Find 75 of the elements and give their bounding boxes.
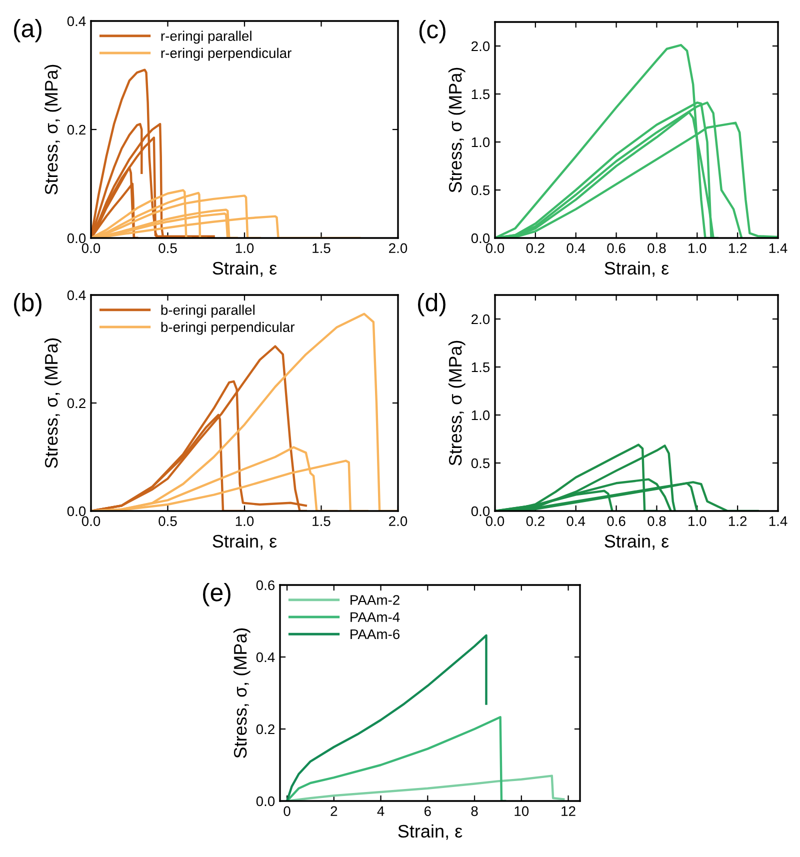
- chart-title: (a): [14, 19, 42, 42]
- y-tick-label: 0.4: [67, 16, 86, 26]
- y-tick-label: 0.0: [67, 233, 86, 244]
- x-tick-label: 1.0: [688, 516, 706, 526]
- legend-label: b-eringi perpendicular: [161, 322, 295, 335]
- y-tick-label: 1.5: [472, 362, 490, 372]
- x-axis-title: Strain, ε: [604, 534, 669, 550]
- x-tick-label: 0.4: [566, 243, 586, 254]
- x-tick-label: 8: [471, 806, 478, 816]
- x-tick-label: 0: [284, 806, 290, 816]
- x-tick-label: 1.2: [728, 516, 747, 526]
- x-axis-title: Strain, ε: [604, 261, 669, 277]
- x-tick-label: 0.2: [526, 516, 544, 526]
- y-axis-title: Stress, σ, (MPa): [44, 64, 62, 194]
- y-tick-label: 1.5: [472, 89, 490, 100]
- y-tick-label: 0.0: [67, 506, 86, 516]
- x-axis-title: Strain, ε: [212, 534, 277, 550]
- x-tick-label: 6: [424, 806, 431, 816]
- y-tick-label: 0.0: [256, 796, 275, 806]
- x-tick-label: 4: [377, 806, 384, 816]
- y-axis-title: Stress, σ, (MPa): [44, 338, 62, 468]
- x-tick-label: 1.4: [769, 243, 788, 253]
- chart-title: (e): [203, 583, 230, 606]
- x-tick-label: 0.6: [607, 516, 626, 526]
- x-tick-label: 0.0: [486, 243, 504, 254]
- y-axis-title: Stress, σ (MPa): [448, 68, 466, 192]
- x-tick-label: 1.5: [312, 243, 330, 254]
- x-tick-label: 12: [562, 806, 576, 816]
- y-tick-label: 0.2: [67, 124, 86, 135]
- x-tick-label: 1.0: [688, 243, 706, 254]
- x-tick-label: 10: [514, 806, 529, 816]
- y-tick-label: 2.0: [472, 41, 490, 52]
- legend-label: b-eringi parallel: [161, 304, 254, 318]
- legend-label: PAAm-4: [350, 612, 400, 622]
- x-tick-label: 1.4: [769, 516, 788, 526]
- y-tick-label: 0.5: [471, 185, 490, 196]
- y-tick-label: 0.6: [256, 580, 275, 590]
- y-tick-label: 1.0: [472, 410, 490, 420]
- chart-title: (b): [14, 293, 42, 316]
- x-tick-label: 0.8: [648, 516, 666, 526]
- y-axis-title: Stress, σ, (MPa): [233, 628, 250, 758]
- x-tick-label: 1.0: [236, 243, 254, 254]
- x-tick-label: 0.2: [526, 243, 544, 254]
- x-tick-label: 0.4: [566, 516, 586, 526]
- y-tick-label: 0.0: [471, 506, 490, 516]
- chart-title: (c): [419, 20, 446, 44]
- y-tick-label: 1.0: [472, 137, 490, 148]
- y-tick-label: 0.4: [67, 290, 86, 300]
- x-tick-label: 0.6: [607, 243, 626, 254]
- x-tick-label: 0.0: [82, 516, 100, 526]
- legend-label: PAAm-2: [350, 595, 400, 605]
- x-axis-title: Strain, ε: [212, 261, 277, 277]
- legend-label: PAAm-6: [350, 629, 400, 640]
- x-tick-label: 2.0: [389, 516, 408, 526]
- y-tick-label: 2.0: [472, 314, 490, 324]
- y-tick-label: 0.0: [471, 233, 490, 244]
- y-tick-label: 0.2: [256, 724, 274, 734]
- legend-label: r-eringi perpendicular: [161, 48, 292, 61]
- x-tick-label: 0.0: [486, 516, 504, 526]
- x-tick-label: 1.5: [312, 516, 330, 526]
- x-tick-label: 0.5: [158, 243, 177, 254]
- x-axis-title: Strain, ε: [398, 824, 462, 840]
- legend-label: r-eringi parallel: [161, 30, 252, 44]
- y-tick-label: 0.5: [471, 458, 490, 468]
- chart-title: (d): [418, 293, 446, 316]
- y-tick-label: 0.2: [67, 398, 86, 408]
- x-tick-label: 0.5: [158, 516, 177, 526]
- x-tick-label: 1.2: [728, 243, 747, 253]
- x-tick-label: 0.8: [648, 243, 666, 254]
- y-tick-label: 0.4: [256, 652, 275, 662]
- x-tick-label: 2.0: [389, 243, 408, 254]
- x-tick-label: 1.0: [236, 516, 254, 526]
- x-tick-label: 0.0: [82, 243, 100, 254]
- y-axis-title: Stress, σ (MPa): [448, 340, 466, 466]
- x-tick-label: 2: [330, 806, 338, 816]
